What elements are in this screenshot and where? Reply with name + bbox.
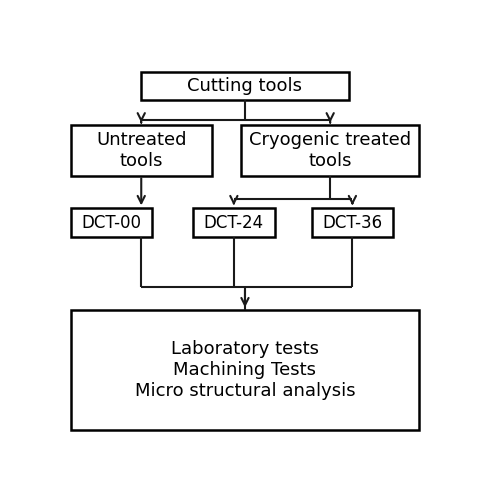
Text: DCT-36: DCT-36 <box>322 214 382 232</box>
FancyBboxPatch shape <box>71 310 419 430</box>
Text: Laboratory tests
Machining Tests
Micro structural analysis: Laboratory tests Machining Tests Micro s… <box>135 340 355 400</box>
FancyBboxPatch shape <box>71 208 152 237</box>
Text: Untreated
tools: Untreated tools <box>96 131 186 170</box>
FancyBboxPatch shape <box>241 126 419 176</box>
Text: Cutting tools: Cutting tools <box>187 77 303 95</box>
Text: Cryogenic treated
tools: Cryogenic treated tools <box>249 131 411 170</box>
FancyBboxPatch shape <box>193 208 274 237</box>
Text: DCT-00: DCT-00 <box>82 214 141 232</box>
FancyBboxPatch shape <box>312 208 393 237</box>
FancyBboxPatch shape <box>141 72 349 101</box>
Text: DCT-24: DCT-24 <box>204 214 264 232</box>
FancyBboxPatch shape <box>71 126 212 176</box>
